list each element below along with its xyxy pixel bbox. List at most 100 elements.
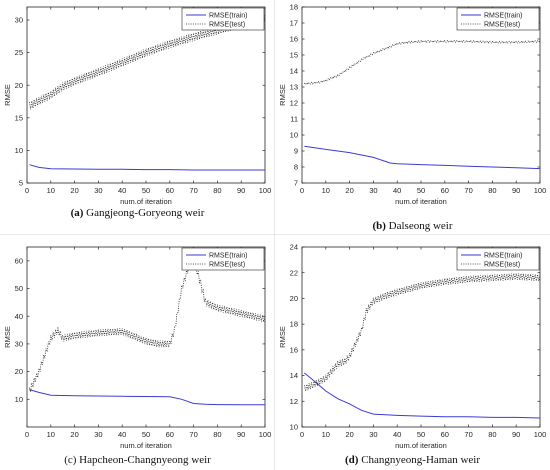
series-line-test [29,257,266,393]
panel-divider-horizontal [0,234,550,235]
x-tick-label: 70 [189,430,197,439]
y-tick-label: 18 [290,320,298,329]
x-tick-label: 20 [345,186,353,195]
y-tick-label: 8 [294,163,298,172]
legend-label: RMSE(test) [209,262,245,269]
x-tick-label: 0 [300,186,304,195]
y-tick-label: 10 [15,395,23,404]
legend-box [181,247,265,271]
series-line-train [304,145,541,170]
series-line-train [29,389,265,406]
caption-b: (b) Dalseong weir [275,220,550,232]
x-tick-label: 30 [94,430,102,439]
y-tick-label: 30 [15,340,23,349]
x-tick-label: 70 [189,186,197,195]
y-tick-label: 7 [294,179,298,188]
series-line-train [29,164,265,171]
plot-area [301,246,541,428]
x-tick-label: 40 [118,430,126,439]
legend-label: RMSE(train) [209,253,248,260]
y-tick-label: 40 [15,312,23,321]
x-tick-label: 0 [25,430,29,439]
x-tick-label: 90 [512,430,520,439]
y-tick-label: 5 [19,179,23,188]
x-tick-label: 0 [300,430,304,439]
x-tick-label: 80 [213,186,221,195]
x-tick-label: 100 [259,430,272,439]
caption-d-label: (d) [344,454,359,466]
x-tick-label: 80 [488,430,496,439]
y-tick-label: 10 [15,146,23,155]
line-chart-a: 0 10 20 30 40 50 60 70 80 90 100 5 10 15 20 25 30 num.of … [3,6,272,206]
x-tick-label: 40 [393,430,401,439]
y-tick-label: 10 [290,131,298,140]
x-tick-label: 40 [393,186,401,195]
series-line-test [29,13,266,110]
caption-c-text: Hapcheon-Changnyeong weir [79,454,211,466]
y-axis-label: RMSE [3,326,12,348]
x-tick-label: 10 [47,430,55,439]
y-tick-label: 14 [290,67,298,76]
y-tick-label: 25 [15,48,23,57]
y-tick-label: 20 [15,367,23,376]
y-tick-label: 12 [290,99,298,108]
chart-panel-c: 0 10 20 30 40 50 60 70 80 90 100 10 20 30 40 50 60 num.of… [0,235,275,470]
x-tick-label: 20 [70,186,78,195]
legend-label: RMSE(test) [484,22,520,29]
line-chart-b: 0 10 20 30 40 50 60 70 80 90 100 7 8 9 10 11 12 13 14 15 16 1… [278,3,547,206]
caption-d: (d) Changnyeong-Haman weir [275,454,550,466]
y-tick-label: 15 [15,113,23,122]
y-tick-label: 15 [290,51,298,60]
y-tick-label: 20 [15,81,23,90]
y-tick-label: 60 [15,256,23,265]
y-tick-label: 12 [290,397,298,406]
x-tick-label: 0 [25,186,29,195]
x-axis-label: num.of iteration [120,197,172,206]
caption-c: (c) Hapcheon-Changnyeong weir [0,454,275,466]
x-tick-label: 50 [417,430,425,439]
chart-panel-b: 0 10 20 30 40 50 60 70 80 90 100 7 8 9 10 11 12 13 14 15 16 1… [275,0,550,235]
y-tick-label: 24 [290,243,298,252]
legend-label: RMSE(test) [484,262,520,269]
x-tick-label: 60 [166,430,174,439]
y-tick-label: 11 [290,115,298,124]
x-tick-label: 30 [94,186,102,195]
panel-divider-vertical [274,0,275,470]
y-tick-label: 18 [290,3,298,12]
legend-box [456,247,540,271]
caption-a-text: Gangjeong-Goryeong weir [86,207,205,219]
line-chart-d: 0 10 20 30 40 50 60 70 80 90 1001012141618202224nu… [278,243,546,450]
x-tick-label: 10 [322,430,330,439]
line-chart-c: 0 10 20 30 40 50 60 70 80 90 100 10 20 30 40 50 60 num.of… [3,246,272,450]
x-tick-label: 60 [441,186,449,195]
y-tick-label: 17 [290,19,298,28]
y-tick-label: 22 [290,268,298,277]
y-tick-label: 13 [290,83,298,92]
x-tick-label: 80 [213,430,221,439]
x-tick-label: 100 [259,186,272,195]
y-tick-label: 20 [290,294,298,303]
series-line-test [304,39,541,86]
y-tick-label: 30 [15,16,23,25]
y-tick-label: 14 [290,371,298,380]
legend-label: RMSE(test) [209,22,245,29]
caption-c-label: (c) [64,454,77,466]
x-tick-label: 50 [417,186,425,195]
x-tick-label: 100 [534,186,547,195]
x-tick-label: 70 [464,186,472,195]
y-tick-label: 50 [15,284,23,293]
x-axis-label: num.of iteration [120,441,172,450]
caption-a-label: (a) [70,207,84,219]
x-tick-label: 90 [237,430,245,439]
x-tick-label: 60 [441,430,449,439]
x-tick-label: 80 [488,186,496,195]
series-line-train [304,372,541,419]
legend-label: RMSE(train) [209,13,248,20]
y-tick-label: 16 [290,35,298,44]
y-axis-label: RMSE [3,84,12,106]
x-tick-label: 90 [512,186,520,195]
y-tick-label: 9 [294,147,298,156]
plot-area [301,6,541,184]
x-tick-label: 30 [369,186,377,195]
x-tick-label: 70 [464,430,472,439]
